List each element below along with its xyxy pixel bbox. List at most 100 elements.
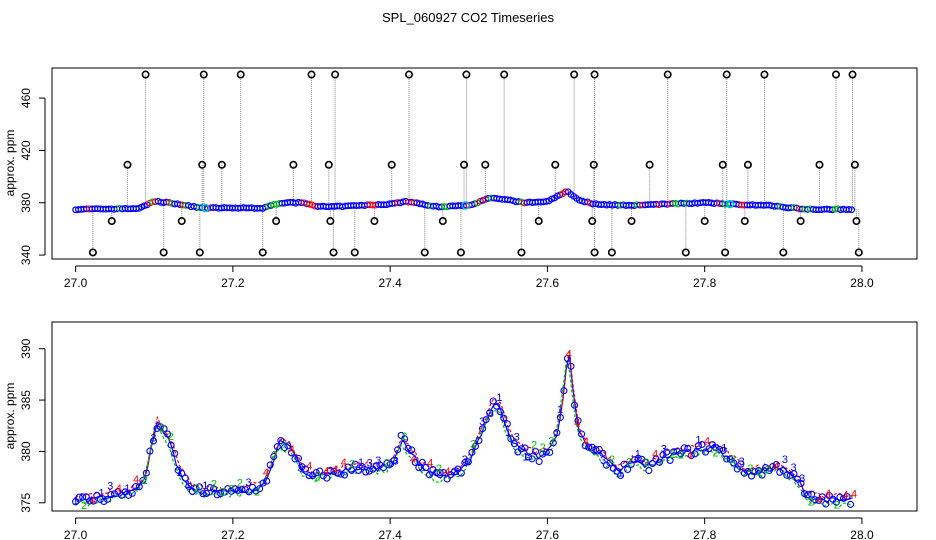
- point-label: 2: [531, 440, 537, 452]
- data-point: [592, 446, 600, 454]
- outlier-point: [588, 217, 597, 226]
- outlier-point: [760, 70, 769, 79]
- data-point: [156, 423, 165, 431]
- data-point: [259, 479, 267, 487]
- data-point: [567, 362, 575, 370]
- data-point: [132, 483, 140, 491]
- data-point: [217, 490, 225, 498]
- point-label: 2: [436, 463, 442, 475]
- data-point: [167, 441, 175, 449]
- data-point: [691, 450, 699, 458]
- data-point: [348, 466, 356, 474]
- data-point: [599, 449, 607, 457]
- point-label: 1: [721, 442, 727, 454]
- point-label: 4: [816, 495, 822, 507]
- outlier-point: [236, 70, 245, 79]
- data-point: [294, 454, 303, 462]
- outlier-point: [590, 70, 599, 79]
- data-point: [684, 444, 692, 452]
- data-point: [772, 460, 780, 469]
- data-point: [532, 447, 540, 456]
- point-label: 4: [825, 488, 831, 500]
- data-point: [139, 476, 147, 485]
- point-label: 3: [462, 454, 468, 466]
- data-point: [549, 439, 557, 447]
- data-point: [758, 471, 766, 479]
- data-point: [195, 483, 203, 491]
- outlier-point: [420, 248, 429, 257]
- data-point: [337, 470, 345, 478]
- data-point: [553, 429, 561, 437]
- data-point: [779, 467, 787, 475]
- point-label: 2: [756, 466, 762, 478]
- data-point: [266, 461, 274, 469]
- point-label: 3: [246, 477, 252, 489]
- point-label: 2: [81, 500, 87, 512]
- data-point: [192, 484, 200, 492]
- data-point: [316, 467, 324, 475]
- raw-timeseries-panel: 27.0 27.2 27.4 27.6 27.8 28.0 340 380 420 460 ap…: [3, 67, 918, 290]
- outlier-point: [721, 248, 730, 257]
- point-label: 2: [315, 471, 321, 483]
- data-point: [486, 409, 494, 417]
- outlier-point: [570, 70, 579, 79]
- x-tick-label: 27.6: [536, 528, 560, 540]
- data-point: [634, 454, 642, 462]
- data-point: [818, 493, 826, 501]
- x-tick-label: 27.4: [378, 276, 402, 290]
- point-label: 4: [687, 450, 693, 462]
- highlight-point: [201, 203, 210, 213]
- point-label: 2: [765, 465, 771, 477]
- chart-title: SPL_060927 CO2 Timeseries: [382, 10, 554, 25]
- data-point: [698, 440, 706, 449]
- point-label: 4: [574, 417, 580, 429]
- data-point: [645, 466, 653, 475]
- x-tick-label: 28.0: [850, 276, 874, 290]
- data-point: [82, 493, 90, 501]
- point-label: 2: [349, 459, 355, 471]
- data-point: [489, 397, 497, 405]
- data-point: [422, 463, 430, 472]
- point-label: 3: [661, 444, 667, 456]
- point-label: 3: [419, 463, 425, 475]
- data-point: [786, 471, 794, 479]
- spike-traces: [92, 74, 860, 253]
- outlier-point: [123, 160, 132, 169]
- data-point: [662, 448, 671, 456]
- highlight-point: [461, 201, 470, 210]
- data-point: [595, 445, 603, 454]
- data-point: [776, 468, 784, 476]
- point-label: 1: [496, 392, 502, 404]
- data-point: [114, 487, 122, 496]
- data-point: [461, 459, 469, 467]
- point-label: 4: [704, 436, 710, 448]
- data-point: [723, 455, 731, 463]
- data-point: [164, 430, 172, 438]
- point-label: 3: [479, 416, 485, 428]
- highlight-point: [725, 199, 735, 209]
- y-tick-label: 385: [19, 390, 33, 410]
- data-point: [231, 485, 239, 493]
- data-point: [666, 456, 674, 464]
- outlier-points: [88, 70, 863, 257]
- data-point: [404, 444, 412, 453]
- outlier-point: [700, 217, 709, 226]
- outlier-point: [141, 70, 150, 79]
- data-point: [199, 490, 207, 498]
- data-point: [471, 442, 480, 450]
- data-point: [687, 451, 695, 460]
- point-label: 1: [617, 467, 623, 479]
- point-label: 4: [583, 436, 589, 448]
- outlier-point: [370, 217, 379, 226]
- data-point: [425, 471, 434, 479]
- point-label: 2: [168, 431, 174, 443]
- x-tick-label: 27.4: [378, 528, 402, 540]
- data-point: [418, 458, 426, 466]
- data-point: [808, 490, 816, 498]
- point-label: 2: [643, 457, 649, 469]
- data-point: [517, 445, 526, 453]
- data-point: [125, 491, 133, 499]
- outlier-point: [159, 248, 168, 257]
- data-point: [542, 448, 550, 456]
